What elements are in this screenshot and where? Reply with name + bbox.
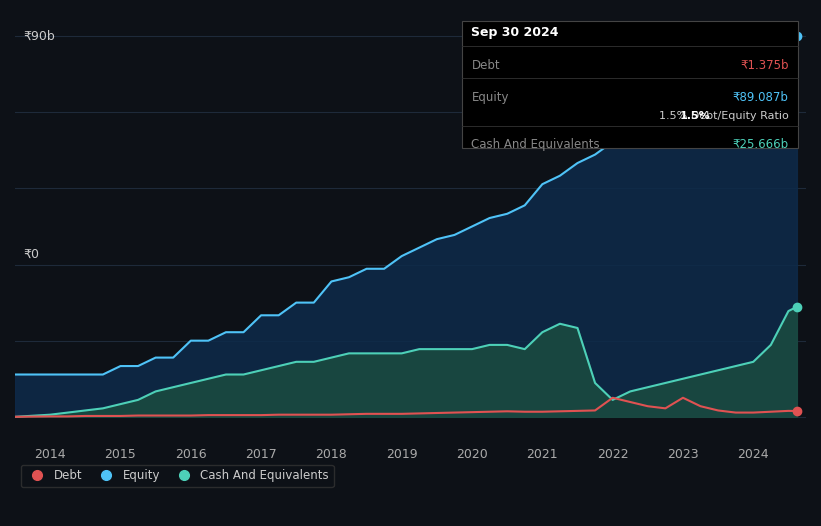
Text: ₹89.087b: ₹89.087b [732,91,789,104]
Text: ₹90b: ₹90b [23,30,55,43]
Legend: Debt, Equity, Cash And Equivalents: Debt, Equity, Cash And Equivalents [21,464,333,487]
Text: ₹25.666b: ₹25.666b [732,138,789,150]
FancyBboxPatch shape [462,22,798,148]
Text: 1.5% Debt/Equity Ratio: 1.5% Debt/Equity Ratio [658,112,789,122]
Text: 1.5%: 1.5% [680,112,710,122]
Text: Debt: Debt [471,59,500,73]
Text: ₹1.375b: ₹1.375b [740,59,789,73]
Text: Sep 30 2024: Sep 30 2024 [471,26,559,39]
Text: Equity: Equity [471,91,509,104]
Text: ₹0: ₹0 [23,247,39,260]
Text: Cash And Equivalents: Cash And Equivalents [471,138,600,150]
